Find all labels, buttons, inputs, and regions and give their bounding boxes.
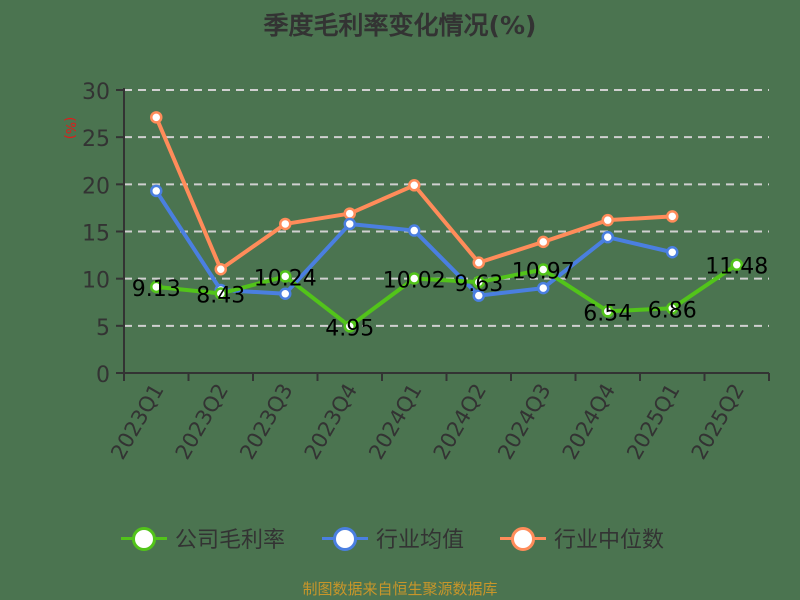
data-point <box>279 287 292 301</box>
legend: 公司毛利率 行业均值 行业中位数 <box>0 523 800 553</box>
legend-label: 行业中位数 <box>554 528 665 553</box>
x-tick-label: 2024Q3 <box>493 380 555 464</box>
x-tick-label: 2025Q1 <box>622 380 684 464</box>
x-tick-label: 2023Q1 <box>106 380 168 464</box>
chart-title: 季度毛利率变化情况(%) <box>263 11 537 40</box>
data-point <box>343 217 356 231</box>
axes <box>116 88 770 381</box>
data-label: 10.02 <box>383 268 446 293</box>
data-label: 9.13 <box>132 277 181 302</box>
x-tick-label: 2025Q2 <box>687 380 749 464</box>
y-tick-label: 25 <box>82 127 110 152</box>
y-tick-label: 15 <box>82 222 110 247</box>
legend-dot-company <box>132 527 156 551</box>
x-tick-label: 2024Q4 <box>558 380 620 464</box>
data-point <box>343 320 356 333</box>
data-point <box>279 217 292 231</box>
data-point <box>601 230 614 244</box>
data-point <box>537 263 550 276</box>
data-point <box>537 281 550 295</box>
data-point <box>472 289 485 302</box>
legend-marker-icon <box>500 523 546 553</box>
data-point <box>214 262 227 276</box>
legend-item-company[interactable]: 公司毛利率 <box>121 523 285 553</box>
data-point <box>601 305 614 318</box>
data-point <box>601 213 614 227</box>
data-label: 11.48 <box>705 255 768 280</box>
data-label: 6.54 <box>583 301 632 326</box>
legend-marker-icon <box>121 523 167 553</box>
y-tick-label: 0 <box>96 363 110 388</box>
x-tick-label: 2024Q2 <box>429 380 491 464</box>
data-point <box>214 287 227 300</box>
data-point <box>666 246 679 259</box>
legend-dot-industry-median <box>511 527 535 551</box>
x-tick-label: 2023Q4 <box>300 380 362 464</box>
data-point <box>408 272 421 285</box>
data-point <box>537 235 550 249</box>
data-point <box>279 270 292 283</box>
data-point <box>408 224 421 237</box>
legend-dot-industry-avg <box>333 527 357 551</box>
y-axis-tick-labels: 0 5 10 15 20 25 30 <box>82 80 110 388</box>
data-point <box>150 184 163 198</box>
x-tick-label: 2023Q2 <box>171 380 233 464</box>
legend-label: 行业均值 <box>376 528 465 553</box>
legend-label: 公司毛利率 <box>175 528 286 553</box>
data-point <box>472 275 485 289</box>
data-point <box>730 258 743 271</box>
data-point <box>666 210 679 223</box>
legend-item-industry-median[interactable]: 行业中位数 <box>500 523 664 553</box>
source-footer: 制图数据来自恒生聚源数据库 <box>302 580 498 598</box>
data-point <box>343 207 356 220</box>
legend-item-industry-avg[interactable]: 行业均值 <box>322 523 464 553</box>
data-labels: 9.13 8.43 10.24 4.95 10.02 9.63 10.97 6.54 6.86 1… <box>132 255 768 342</box>
legend-marker-icon <box>322 523 368 553</box>
data-label: 4.95 <box>325 316 374 341</box>
data-point <box>472 256 485 269</box>
x-axis-tick-labels: 2023Q1 2023Q2 2023Q3 2023Q4 2024Q1 2024Q2 2024… <box>106 380 749 464</box>
y-axis-unit: (%) <box>62 116 77 140</box>
data-point <box>150 280 163 294</box>
x-tick-label: 2023Q3 <box>235 380 297 464</box>
data-label: 10.97 <box>512 260 575 285</box>
y-tick-label: 30 <box>82 80 110 105</box>
series-line <box>156 263 738 329</box>
data-point <box>666 302 679 315</box>
y-tick-label: 5 <box>96 316 110 341</box>
data-point <box>408 179 421 192</box>
data-label: 6.86 <box>648 298 697 323</box>
data-point <box>150 111 163 124</box>
data-label: 8.43 <box>196 283 245 308</box>
series-lines <box>150 111 743 333</box>
x-tick-label: 2024Q1 <box>364 380 426 464</box>
data-label: 10.24 <box>254 266 317 291</box>
y-tick-label: 20 <box>82 174 110 199</box>
data-label: 9.63 <box>454 272 503 297</box>
y-tick-label: 10 <box>82 269 110 294</box>
